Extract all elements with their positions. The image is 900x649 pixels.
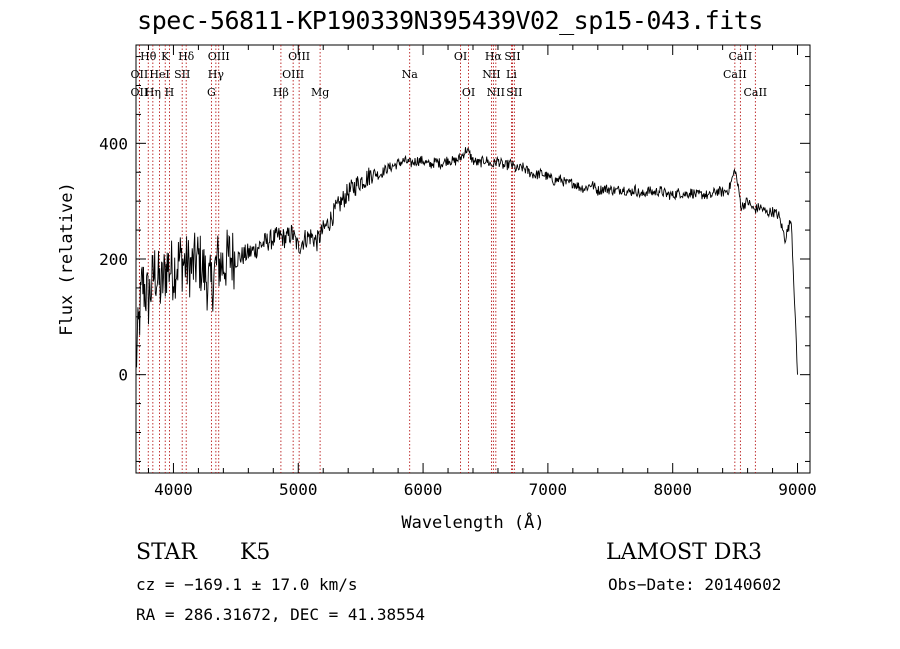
line-label-21: NII	[482, 68, 500, 81]
y-tick-label-0: 0	[118, 366, 128, 385]
line-label-7: Hγ	[208, 68, 225, 81]
chart-title: spec-56811-KP190339N395439V02_sp15-043.f…	[137, 6, 763, 35]
line-label-24: SII	[506, 86, 522, 99]
redshift-text: cz = −169.1 ± 17.0 km/s	[136, 575, 358, 594]
x-tick-label-2: 6000	[404, 480, 443, 499]
y-tick-label-2: 400	[99, 134, 128, 153]
survey-name: LAMOST DR3	[606, 540, 762, 565]
line-label-13: OIII	[282, 68, 304, 81]
line-label-2: Hδ	[178, 50, 195, 63]
line-label-22: Li	[506, 68, 517, 81]
line-label-14: Hβ	[273, 86, 289, 99]
object-subclass: K5	[240, 540, 271, 565]
object-class: STAR	[136, 540, 197, 565]
radec-text: RA = 286.31672, DEC = 41.38554	[136, 605, 425, 624]
y-axis-label: Flux (relative)	[57, 182, 77, 336]
x-tick-label-3: 7000	[529, 480, 568, 499]
y-tick-label-1: 200	[99, 250, 128, 269]
line-label-23: NII	[487, 86, 505, 99]
line-label-11: G	[207, 86, 216, 99]
line-label-6: SII	[174, 68, 190, 81]
line-label-4: OII	[131, 68, 149, 81]
line-label-9: Hη	[145, 86, 161, 99]
obs-date-text: Obs−Date: 20140602	[608, 575, 782, 594]
line-label-27: CaII	[743, 86, 767, 99]
line-label-17: OI	[454, 50, 467, 63]
line-label-1: K	[161, 50, 170, 63]
line-label-10: H	[165, 86, 175, 99]
line-label-5: HeI	[149, 68, 169, 81]
x-axis-label: Wavelength (Å)	[401, 511, 544, 533]
line-label-15: Mg	[311, 86, 329, 99]
plot-frame	[135, 44, 811, 474]
line-label-0: Hθ	[140, 50, 157, 63]
line-label-8: OII	[131, 86, 149, 99]
x-tick-label-0: 4000	[154, 480, 193, 499]
line-label-26: CaII	[723, 68, 747, 81]
line-label-12: OIII	[288, 50, 310, 63]
x-tick-label-4: 8000	[653, 480, 692, 499]
line-label-25: CaII	[729, 50, 753, 63]
flux-series-line	[135, 147, 798, 375]
line-label-20: SII	[504, 50, 520, 63]
line-label-16: Na	[402, 68, 419, 81]
x-tick-label-1: 5000	[279, 480, 318, 499]
line-label-3: OIII	[208, 50, 230, 63]
x-tick-label-5: 9000	[778, 480, 817, 499]
line-label-19: Hα	[485, 50, 503, 63]
line-label-18: OI	[462, 86, 475, 99]
